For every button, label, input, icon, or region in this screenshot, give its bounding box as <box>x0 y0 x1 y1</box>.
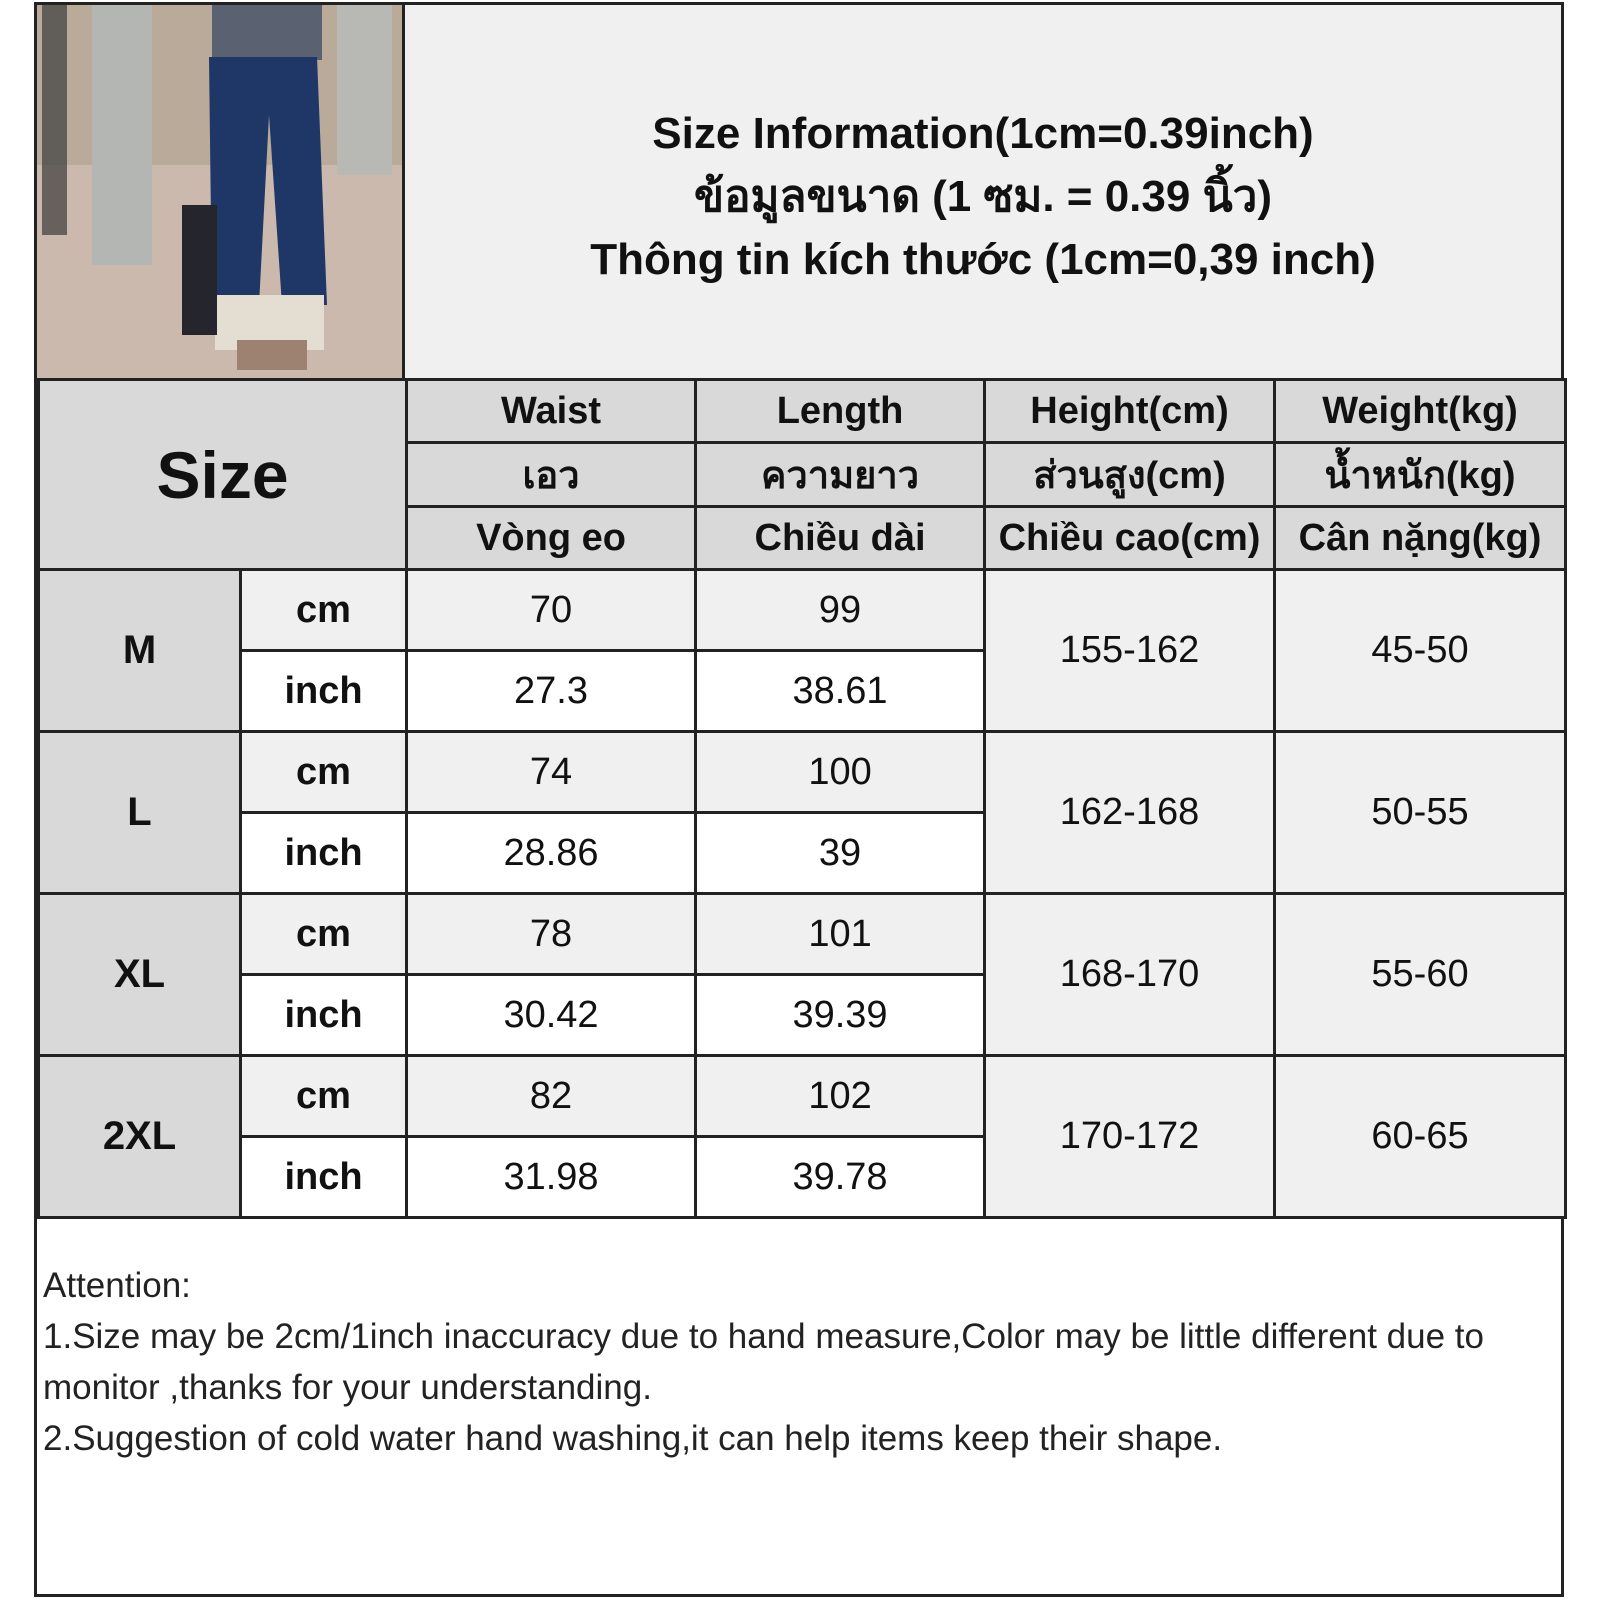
waist-inch: 28.86 <box>405 811 698 895</box>
size-label: 2XL <box>37 1054 242 1219</box>
note-item: 2.Suggestion of cold water hand washing,… <box>43 1419 1223 1458</box>
header-weight-en: Weight(kg) <box>1273 378 1568 444</box>
header-weight-th: น้ำหนัก(kg) <box>1273 441 1568 508</box>
table-row: inch 30.42 39.39 <box>39 973 1566 1057</box>
header-waist-th: เอว <box>405 441 698 508</box>
weight-range: 55-60 <box>1273 892 1568 1057</box>
size-label: L <box>37 730 242 895</box>
notes-heading: Attention: <box>43 1266 191 1305</box>
attention-notes: Attention: 1.Size may be 2cm/1inch inacc… <box>43 1260 1551 1464</box>
header-height-vi: Chiều cao(cm) <box>983 505 1277 571</box>
table-row: inch 31.98 39.78 <box>39 1135 1566 1219</box>
header-length-vi: Chiều dài <box>694 505 987 571</box>
unit-label: inch <box>238 1135 409 1219</box>
header-waist-vi: Vòng eo <box>405 505 698 571</box>
table-row: L cm 74 100 162-168 50-55 <box>37 730 1568 895</box>
pants-model-image <box>37 5 402 378</box>
unit-label: cm <box>238 1054 409 1138</box>
length-cm: 100 <box>694 730 987 814</box>
unit-label: cm <box>238 730 409 814</box>
weight-range: 45-50 <box>1273 568 1568 733</box>
header-waist-en: Waist <box>405 378 698 444</box>
length-inch: 39 <box>694 811 987 895</box>
note-item: 1.Size may be 2cm/1inch inaccuracy due t… <box>43 1317 1484 1407</box>
waist-inch: 30.42 <box>405 973 698 1057</box>
waist-cm: 82 <box>405 1054 698 1138</box>
header-length-th: ความยาว <box>694 441 987 508</box>
length-inch: 39.78 <box>694 1135 987 1219</box>
length-cm: 99 <box>694 568 987 652</box>
header-length-en: Length <box>694 378 987 444</box>
height-range: 170-172 <box>983 1054 1277 1219</box>
height-range: 162-168 <box>983 730 1277 895</box>
header-weight-vi: Cân nặng(kg) <box>1273 505 1568 571</box>
weight-range: 50-55 <box>1273 730 1568 895</box>
table-row: 2XL cm 82 102 170-172 60-65 <box>37 1054 1568 1219</box>
title-block: Size Information(1cm=0.39inch) ข้อมูลขนา… <box>405 5 1561 378</box>
waist-inch: 31.98 <box>405 1135 698 1219</box>
length-cm: 102 <box>694 1054 987 1138</box>
size-label: XL <box>37 892 242 1057</box>
size-table: Size Waist Length Height(cm) Weight(kg) … <box>36 378 1568 1219</box>
size-label: M <box>37 568 242 733</box>
table-row: inch 28.86 39 <box>39 811 1566 895</box>
table-row: XL cm 78 101 168-170 55-60 <box>37 892 1568 1057</box>
waist-cm: 74 <box>405 730 698 814</box>
title-vietnamese: Thông tin kích thước (1cm=0,39 inch) <box>590 235 1376 284</box>
length-cm: 101 <box>694 892 987 976</box>
height-range: 168-170 <box>983 892 1277 1057</box>
size-chart: Size Information(1cm=0.39inch) ข้อมูลขนา… <box>34 2 1568 1597</box>
waist-cm: 78 <box>405 892 698 976</box>
unit-label: inch <box>238 811 409 895</box>
title-english: Size Information(1cm=0.39inch) <box>652 109 1314 158</box>
weight-range: 60-65 <box>1273 1054 1568 1219</box>
header-height-th: ส่วนสูง(cm) <box>983 441 1277 508</box>
unit-label: cm <box>238 892 409 976</box>
title-thai: ข้อมูลขนาด (1 ซม. = 0.39 นิ้ว) <box>693 172 1272 221</box>
height-range: 155-162 <box>983 568 1277 733</box>
table-row: M cm 70 99 155-162 45-50 <box>37 568 1568 733</box>
product-photo <box>37 5 405 378</box>
waist-inch: 27.3 <box>405 649 698 733</box>
length-inch: 39.39 <box>694 973 987 1057</box>
unit-label: inch <box>238 649 409 733</box>
unit-label: inch <box>238 973 409 1057</box>
unit-label: cm <box>238 568 409 652</box>
size-header: Size <box>36 378 409 571</box>
waist-cm: 70 <box>405 568 698 652</box>
header-height-en: Height(cm) <box>983 378 1277 444</box>
length-inch: 38.61 <box>694 649 987 733</box>
table-row: inch 27.3 38.61 <box>39 649 1566 733</box>
